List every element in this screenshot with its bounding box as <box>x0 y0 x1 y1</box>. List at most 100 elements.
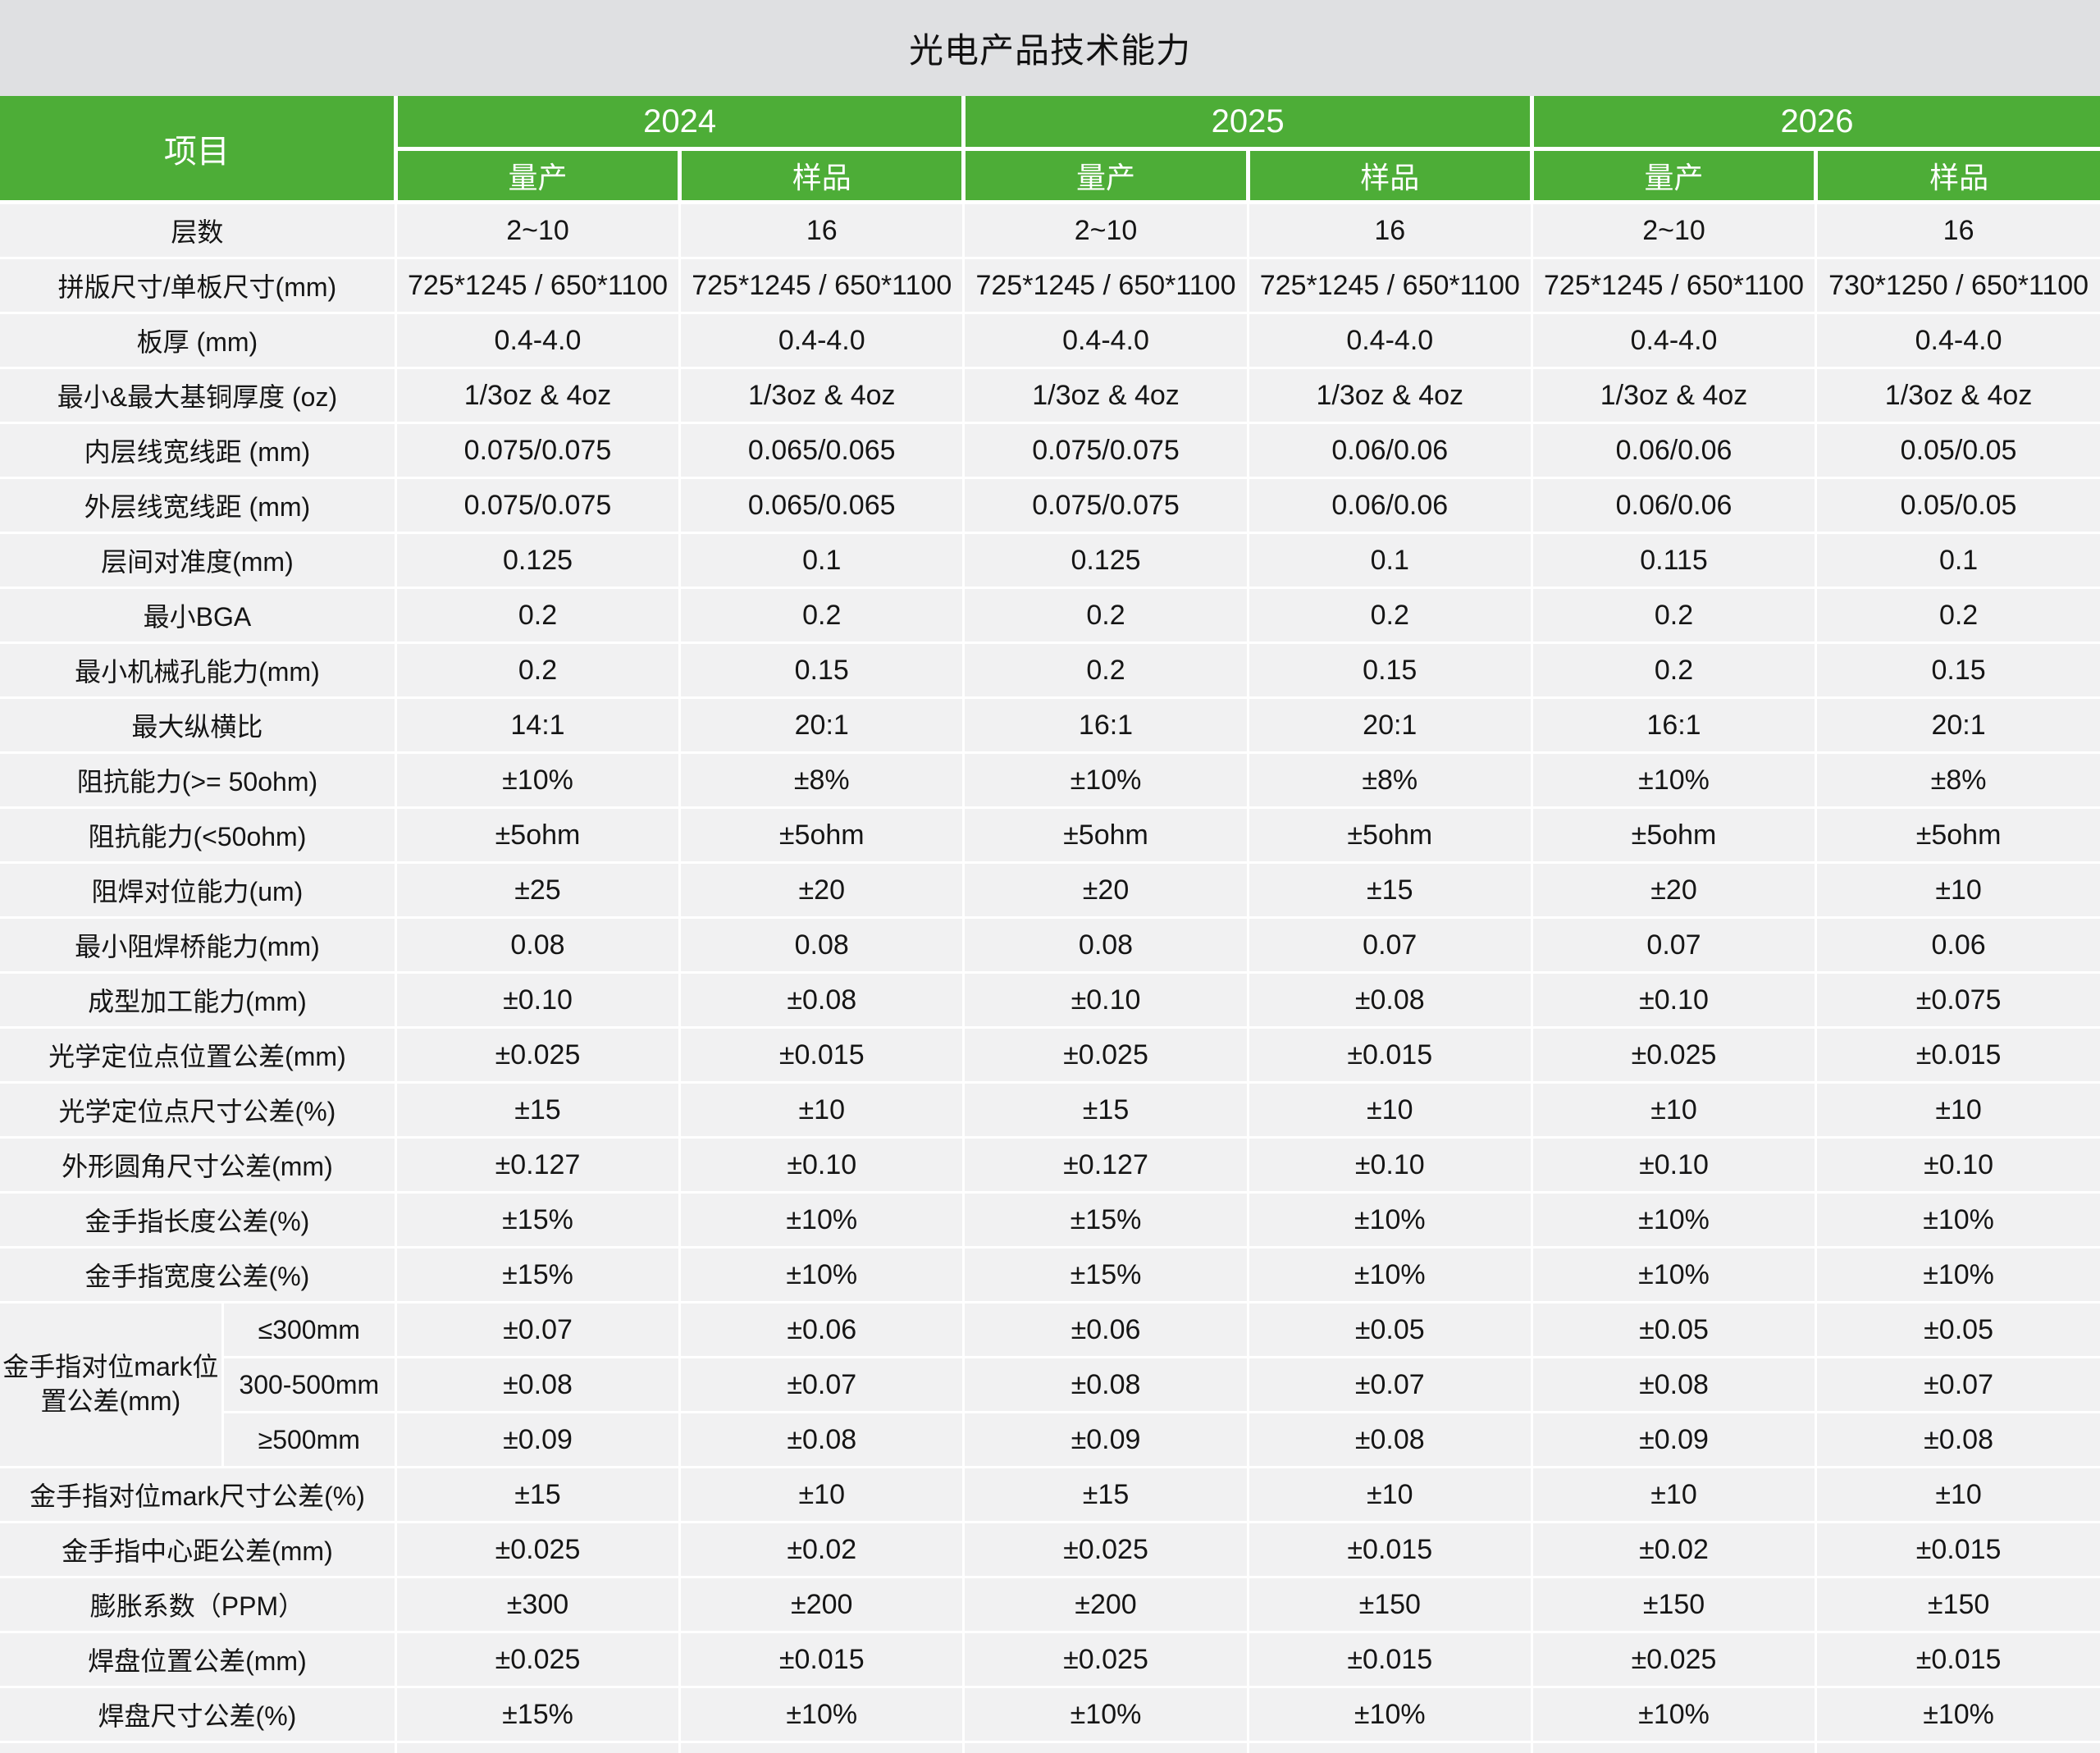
value-cell: 730*1250 / 650*1100 <box>1816 258 2100 313</box>
row-label: 最小机械孔能力(mm) <box>0 643 395 698</box>
sub-header-2026-massprod: 量产 <box>1532 149 1815 203</box>
row-label: 最小&最大基铜厚度 (oz) <box>0 368 395 423</box>
value-cell: 725*1245 / 650*1100 <box>1248 258 1532 313</box>
value-cell: ±5ohm <box>1816 808 2100 863</box>
year-2026-header: 2026 <box>1532 96 2100 149</box>
value-cell: 1/3oz & 4oz <box>964 368 1248 423</box>
value-cell: 0.075/0.075 <box>395 478 679 533</box>
value-cell: ±0.025 <box>1532 1632 1815 1687</box>
table-row: 膨胀系数（PPM）±300±200±200±150±150±150 <box>0 1577 2100 1632</box>
value-cell: ±0.08 <box>1532 1358 1815 1413</box>
value-cell: ±150 <box>1248 1577 1532 1632</box>
table-row: 光学定位点位置公差(mm)±0.025±0.015±0.025±0.015±0.… <box>0 1028 2100 1083</box>
value-cell: ±0.075 <box>1816 973 2100 1028</box>
value-cell: 0.1 <box>1248 533 1532 588</box>
value-cell: ±0.07 <box>395 1303 679 1358</box>
value-cell: ±15% <box>964 1248 1248 1303</box>
value-cell: 0.2 <box>1532 643 1815 698</box>
row-label: 金手指宽度公差(%) <box>0 1248 395 1303</box>
value-cell: 0.05/0.05 <box>1816 478 2100 533</box>
row-label: 板厚 (mm) <box>0 313 395 368</box>
value-cell: ±0.09 <box>964 1413 1248 1468</box>
value-cell: ±0.07 <box>1816 1358 2100 1413</box>
table-row: 金手指中心距公差(mm)±0.025±0.02±0.025±0.015±0.02… <box>0 1522 2100 1577</box>
value-cell: 16 <box>1248 203 1532 258</box>
value-cell: ±0.02 <box>1532 1522 1815 1577</box>
row-label: 膨胀系数（PPM） <box>0 1577 395 1632</box>
value-cell: ±200 <box>680 1577 964 1632</box>
value-cell: ±15 <box>395 1083 679 1138</box>
value-cell: 0.4-4.0 <box>680 313 964 368</box>
value-cell: ±0.10 <box>964 973 1248 1028</box>
value-cell: ±10 <box>1816 1468 2100 1522</box>
value-cell: 0.2 <box>395 643 679 698</box>
table-row: 光学定位点尺寸公差(%)±15±10±15±10±10±10 <box>0 1083 2100 1138</box>
value-cell: ±15 <box>964 1083 1248 1138</box>
value-cell: ±300 <box>395 1577 679 1632</box>
value-cell: ±0.10 <box>1248 1138 1532 1193</box>
corner-header-cell: 项目 <box>0 96 395 203</box>
value-cell: 725*1245 / 650*1100 <box>1532 258 1815 313</box>
value-cell: ±200 <box>964 1577 1248 1632</box>
value-cell: ±0.08 <box>395 1358 679 1413</box>
table-row: 300-500mm±0.08±0.07±0.08±0.07±0.08±0.07 <box>0 1358 2100 1413</box>
value-cell: ±10% <box>395 753 679 808</box>
value-cell: 0.2 <box>964 643 1248 698</box>
row-label <box>0 1742 395 1753</box>
value-cell: ±0.025 <box>964 1522 1248 1577</box>
value-cell: ±10 <box>680 1083 964 1138</box>
value-cell: ±10 <box>1816 863 2100 918</box>
value-cell: ±0.08 <box>964 1358 1248 1413</box>
table-row: 阻抗能力(<50ohm)±5ohm±5ohm±5ohm±5ohm±5ohm±5o… <box>0 808 2100 863</box>
row-label: 成型加工能力(mm) <box>0 973 395 1028</box>
row-label: 最大纵横比 <box>0 698 395 753</box>
value-cell <box>395 1742 679 1753</box>
value-cell: ±150 <box>1532 1577 1815 1632</box>
value-cell: ±0.08 <box>680 973 964 1028</box>
value-cell: ±0.015 <box>680 1028 964 1083</box>
value-cell: ±20 <box>680 863 964 918</box>
page-title: 光电产品技术能力 <box>909 23 1191 73</box>
value-cell: 0.06/0.06 <box>1532 423 1815 478</box>
value-cell: 1/3oz & 4oz <box>1816 368 2100 423</box>
value-cell: ±0.02 <box>680 1522 964 1577</box>
row-label: 金手指长度公差(%) <box>0 1193 395 1248</box>
value-cell: ±10% <box>1816 1687 2100 1742</box>
value-cell: ±15% <box>395 1193 679 1248</box>
value-cell: 0.06 <box>1816 918 2100 973</box>
value-cell: 1/3oz & 4oz <box>395 368 679 423</box>
row-label: 光学定位点尺寸公差(%) <box>0 1083 395 1138</box>
table-row: 成型加工能力(mm)±0.10±0.08±0.10±0.08±0.10±0.07… <box>0 973 2100 1028</box>
value-cell: 14:1 <box>395 698 679 753</box>
value-cell: ±0.07 <box>680 1358 964 1413</box>
value-cell: ±0.08 <box>1816 1413 2100 1468</box>
value-cell: ±0.015 <box>1248 1632 1532 1687</box>
value-cell: 2~10 <box>964 203 1248 258</box>
value-cell: ±0.015 <box>1816 1522 2100 1577</box>
row-label: 焊盘位置公差(mm) <box>0 1632 395 1687</box>
value-cell: 16 <box>1816 203 2100 258</box>
value-cell: 0.115 <box>1532 533 1815 588</box>
value-cell: 725*1245 / 650*1100 <box>680 258 964 313</box>
value-cell: 0.06/0.06 <box>1248 423 1532 478</box>
value-cell: 0.4-4.0 <box>1532 313 1815 368</box>
value-cell: ±0.015 <box>1248 1522 1532 1577</box>
value-cell: 0.08 <box>964 918 1248 973</box>
value-cell: 0.1 <box>1816 533 2100 588</box>
sub-header-2024-sample: 样品 <box>680 149 964 203</box>
value-cell: 0.06/0.06 <box>1532 478 1815 533</box>
value-cell: ±0.127 <box>964 1138 1248 1193</box>
value-cell: 16:1 <box>964 698 1248 753</box>
value-cell: ±0.05 <box>1532 1303 1815 1358</box>
value-cell: ±0.09 <box>1532 1413 1815 1468</box>
value-cell: ±15 <box>964 1468 1248 1522</box>
value-cell: 0.15 <box>680 643 964 698</box>
value-cell: ±0.015 <box>680 1632 964 1687</box>
value-cell: 20:1 <box>680 698 964 753</box>
table-header: 项目 2024 2025 2026 量产 样品 量产 样品 量产 样品 <box>0 96 2100 203</box>
row-label: 金手指中心距公差(mm) <box>0 1522 395 1577</box>
